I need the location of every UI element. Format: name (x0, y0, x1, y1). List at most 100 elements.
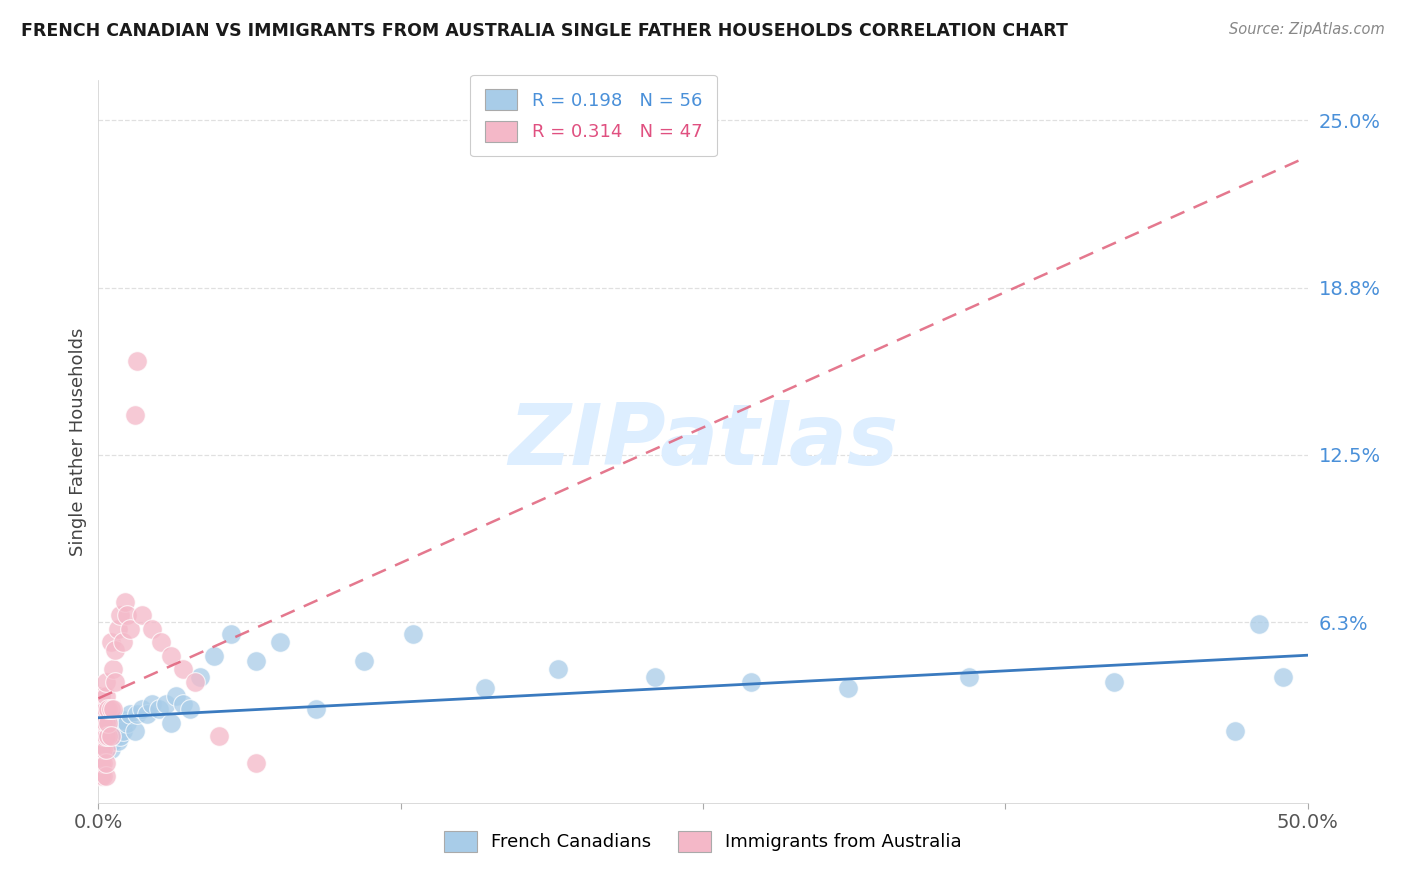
Point (97, 702, 120, 716)
Point (91, 702, 114, 716)
Point (90, 702, 112, 716)
Point (124, 723, 146, 738)
Point (160, 648, 183, 663)
Point (100, 702, 122, 716)
Point (1249, 616, 1271, 631)
Point (94, 769, 117, 783)
Point (90, 742, 112, 756)
Point (94, 689, 117, 703)
Point (100, 729, 122, 743)
Point (90, 689, 112, 703)
Point (150, 635, 173, 649)
Point (740, 675, 762, 690)
Point (107, 734, 129, 748)
Point (135, 707, 157, 722)
Point (91, 742, 114, 756)
Point (108, 608, 131, 623)
Point (100, 742, 122, 756)
Legend: French Canadians, Immigrants from Australia: French Canadians, Immigrants from Austra… (430, 816, 976, 866)
Point (101, 662, 124, 676)
Point (179, 702, 201, 716)
Y-axis label: Single Father Households: Single Father Households (69, 327, 87, 556)
Point (94, 702, 117, 716)
Point (97, 715, 120, 730)
Point (148, 702, 170, 716)
Point (1272, 670, 1295, 684)
Point (165, 689, 187, 703)
Point (837, 681, 859, 695)
Point (94, 742, 117, 756)
Point (245, 756, 267, 770)
Point (97, 734, 120, 748)
Point (94, 729, 117, 743)
Point (957, 670, 980, 684)
Point (160, 715, 183, 730)
Point (245, 654, 267, 668)
Point (118, 622, 141, 636)
Point (101, 713, 124, 727)
Point (94, 715, 117, 730)
Point (547, 662, 569, 676)
Point (204, 648, 226, 663)
Point (1102, 675, 1125, 690)
Point (141, 697, 163, 711)
Point (107, 622, 129, 636)
Point (114, 595, 136, 609)
Point (117, 608, 139, 623)
Point (111, 713, 134, 727)
Point (91, 756, 114, 770)
Point (90, 769, 112, 783)
Point (91, 715, 114, 730)
Point (91, 729, 114, 743)
Point (107, 721, 129, 735)
Point (100, 635, 122, 649)
Point (131, 702, 153, 716)
Point (184, 675, 207, 690)
Point (104, 643, 127, 657)
Point (100, 729, 122, 743)
Point (117, 715, 139, 730)
Point (108, 715, 131, 730)
Point (131, 608, 153, 623)
Point (118, 707, 141, 722)
Point (97, 723, 120, 738)
Point (269, 635, 291, 649)
Point (101, 734, 124, 748)
Point (474, 681, 496, 695)
Point (111, 635, 134, 649)
Point (208, 729, 231, 743)
Text: ZIPatlas: ZIPatlas (508, 400, 898, 483)
Point (172, 662, 194, 676)
Point (101, 702, 124, 716)
Text: FRENCH CANADIAN VS IMMIGRANTS FROM AUSTRALIA SINGLE FATHER HOUSEHOLDS CORRELATIO: FRENCH CANADIAN VS IMMIGRANTS FROM AUSTR… (21, 22, 1069, 40)
Point (104, 675, 127, 690)
Point (94, 756, 117, 770)
Point (90, 734, 112, 748)
Point (305, 702, 328, 716)
Point (91, 715, 114, 730)
Point (97, 729, 120, 743)
Point (104, 729, 127, 743)
Point (353, 654, 375, 668)
Point (100, 715, 122, 730)
Point (101, 723, 124, 738)
Point (94, 742, 117, 756)
Point (91, 729, 114, 743)
Point (91, 742, 114, 756)
Point (104, 718, 127, 732)
Point (90, 723, 112, 738)
Point (108, 729, 131, 743)
Point (90, 756, 112, 770)
Point (94, 675, 117, 690)
Point (127, 707, 149, 722)
Text: Source: ZipAtlas.com: Source: ZipAtlas.com (1229, 22, 1385, 37)
Point (90, 729, 112, 743)
Point (97, 713, 120, 727)
Point (94, 729, 117, 743)
Point (141, 622, 163, 636)
Point (188, 670, 211, 684)
Point (155, 697, 177, 711)
Point (644, 670, 666, 684)
Point (111, 723, 134, 738)
Point (402, 627, 425, 641)
